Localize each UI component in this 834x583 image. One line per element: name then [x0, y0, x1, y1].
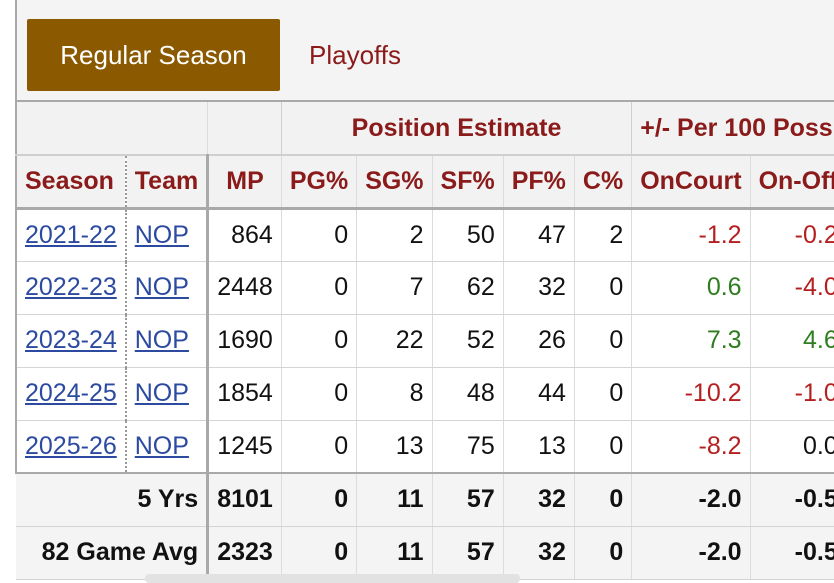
- cell-c: 0: [574, 367, 633, 421]
- cell-pg: 0: [281, 314, 358, 368]
- col-header-sg[interactable]: SG%: [356, 155, 433, 210]
- cell-sf: 75: [432, 420, 504, 474]
- season-type-tabs: Regular Season Playoffs: [15, 0, 834, 102]
- cell-mp: 2448: [207, 261, 282, 315]
- team-link[interactable]: NOP: [125, 367, 210, 421]
- tab-regular-season[interactable]: Regular Season: [27, 19, 280, 91]
- cell-sf: 50: [432, 208, 504, 262]
- footer-pg: 0: [281, 472, 358, 527]
- col-header-mp[interactable]: MP: [207, 155, 282, 210]
- footer-sg: 11: [356, 526, 433, 580]
- team-link[interactable]: NOP: [125, 208, 210, 262]
- cell-c: 2: [574, 208, 633, 262]
- cell-sg: 22: [356, 314, 433, 368]
- cell-onoff: -4.0: [750, 261, 834, 315]
- cell-c: 0: [574, 261, 633, 315]
- col-header-oncourt[interactable]: OnCourt: [631, 155, 751, 210]
- col-header-season[interactable]: Season: [15, 155, 127, 210]
- tab-playoffs[interactable]: Playoffs: [309, 39, 402, 70]
- col-header-c[interactable]: C%: [574, 155, 633, 210]
- table-row: 2023-24 NOP 1690 0 22 52 26 0 7.3 4.6: [15, 314, 834, 368]
- footer-mp: 2323: [207, 526, 282, 580]
- cell-pf: 47: [503, 208, 575, 262]
- footer-oncourt: -2.0: [631, 472, 751, 527]
- footer-sf: 57: [432, 526, 504, 580]
- season-link[interactable]: 2022-23: [15, 261, 127, 315]
- cell-pf: 26: [503, 314, 575, 368]
- cell-pf: 44: [503, 367, 575, 421]
- season-link[interactable]: 2021-22: [15, 208, 127, 262]
- cell-sg: 7: [356, 261, 433, 315]
- cell-mp: 864: [207, 208, 282, 262]
- group-header-position: Position Estimate: [281, 102, 633, 156]
- cell-sg: 13: [356, 420, 433, 474]
- cell-mp: 1854: [207, 367, 282, 421]
- footer-label: 5 Yrs: [16, 472, 210, 527]
- cell-onoff: -1.0: [750, 367, 834, 421]
- cell-sf: 52: [432, 314, 504, 368]
- team-link[interactable]: NOP: [125, 261, 210, 315]
- footer-pf: 32: [503, 472, 575, 527]
- cell-oncourt: -8.2: [631, 420, 751, 474]
- season-link[interactable]: 2025-26: [15, 420, 127, 474]
- col-header-pf[interactable]: PF%: [503, 155, 575, 210]
- table-row: 2025-26 NOP 1245 0 13 75 13 0 -8.2 0.0: [15, 420, 834, 474]
- over-header-row: Position Estimate +/- Per 100 Poss: [15, 102, 834, 156]
- col-header-onoff[interactable]: On-Off: [750, 155, 834, 210]
- col-header-sf[interactable]: SF%: [432, 155, 504, 210]
- group-header-plusminus: +/- Per 100 Poss: [631, 102, 834, 156]
- footer-c: 0: [574, 526, 633, 580]
- footer-row-total: 5 Yrs 8101 0 11 57 32 0 -2.0 -0.5: [16, 472, 834, 527]
- column-header-row: Season Team MP PG% SG% SF% PF% C% OnCour…: [15, 155, 834, 210]
- horizontal-scrollbar[interactable]: [145, 574, 520, 583]
- footer-sf: 57: [432, 472, 504, 527]
- cell-onoff: 0.0: [750, 420, 834, 474]
- over-header-blank: [15, 102, 209, 156]
- over-header-blank-mp: [207, 102, 282, 156]
- table-row: 2024-25 NOP 1854 0 8 48 44 0 -10.2 -1.0: [15, 367, 834, 421]
- footer-onoff: -0.5: [750, 472, 834, 527]
- footer-pg: 0: [281, 526, 358, 580]
- cell-pf: 13: [503, 420, 575, 474]
- footer-label: 82 Game Avg: [16, 526, 210, 580]
- footer-oncourt: -2.0: [631, 526, 751, 580]
- cell-pg: 0: [281, 261, 358, 315]
- footer-c: 0: [574, 472, 633, 527]
- cell-sg: 2: [356, 208, 433, 262]
- cell-mp: 1690: [207, 314, 282, 368]
- cell-oncourt: -10.2: [631, 367, 751, 421]
- cell-onoff: 4.6: [750, 314, 834, 368]
- cell-oncourt: 7.3: [631, 314, 751, 368]
- season-link[interactable]: 2024-25: [15, 367, 127, 421]
- cell-oncourt: -1.2: [631, 208, 751, 262]
- cell-pf: 32: [503, 261, 575, 315]
- table-row: 2021-22 NOP 864 0 2 50 47 2 -1.2 -0.2: [15, 208, 834, 262]
- team-link[interactable]: NOP: [125, 420, 210, 474]
- cell-sg: 8: [356, 367, 433, 421]
- cell-sf: 62: [432, 261, 504, 315]
- footer-row-avg: 82 Game Avg 2323 0 11 57 32 0 -2.0 -0.5: [16, 526, 834, 580]
- cell-c: 0: [574, 420, 633, 474]
- col-header-pg[interactable]: PG%: [281, 155, 358, 210]
- cell-pg: 0: [281, 208, 358, 262]
- col-header-team[interactable]: Team: [125, 155, 210, 210]
- table-row: 2022-23 NOP 2448 0 7 62 32 0 0.6 -4.0: [15, 261, 834, 315]
- cell-mp: 1245: [207, 420, 282, 474]
- team-link[interactable]: NOP: [125, 314, 210, 368]
- season-link[interactable]: 2023-24: [15, 314, 127, 368]
- footer-pf: 32: [503, 526, 575, 580]
- cell-c: 0: [574, 314, 633, 368]
- cell-oncourt: 0.6: [631, 261, 751, 315]
- footer-mp: 8101: [207, 472, 282, 527]
- footer-sg: 11: [356, 472, 433, 527]
- cell-pg: 0: [281, 367, 358, 421]
- cell-onoff: -0.2: [750, 208, 834, 262]
- stats-table: Position Estimate +/- Per 100 Poss Seaso…: [15, 102, 834, 580]
- footer-onoff: -0.5: [750, 526, 834, 580]
- cell-sf: 48: [432, 367, 504, 421]
- cell-pg: 0: [281, 420, 358, 474]
